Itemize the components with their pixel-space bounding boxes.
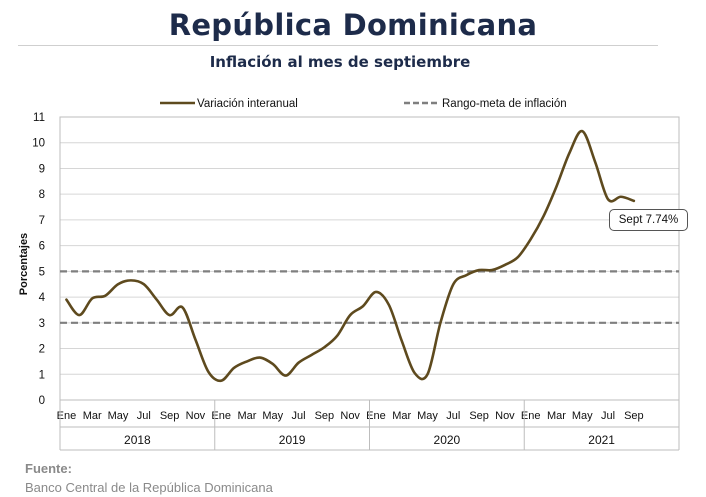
x-tick-label: Ene [521,410,541,422]
y-tick-label: 0 [39,395,45,407]
x-tick-label: Jul [446,410,460,422]
y-tick-label: 10 [32,138,45,150]
y-tick-label: 11 [33,112,45,124]
x-tick-label: Ene [211,410,231,422]
legend: Variación interanual Rango-meta de inflac… [160,98,567,110]
y-axis-label: Porcentajes [18,232,30,296]
y-tick-label: 4 [39,292,46,304]
x-tick-label: Mar [392,410,411,422]
x-axis-ticks: Ene Mar May Jul Sep Nov Ene Mar May Jul Sep Nov Ene M… [57,400,680,451]
x-tick-label: May [417,410,438,422]
inflation-series-line [65,129,636,383]
source-label: Fuente: [25,461,72,476]
x-tick-label: Jul [137,410,151,422]
x-tick-label: Sep [469,410,489,422]
x-tick-label: Jul [601,410,615,422]
x-tick-label: May [108,410,129,422]
target-range-lines [60,270,679,324]
x-tick-label: Nov [186,410,206,422]
chart-subtitle: Inflación al mes de septiembre [209,53,471,71]
x-tick-label: Sep [315,410,335,422]
legend-label: Variación interanual [197,98,298,110]
series-lines [65,129,636,383]
title-divider [18,45,658,46]
plot-frame [59,116,680,401]
x-tick-label: Mar [547,410,566,422]
y-tick-label: 2 [39,344,45,356]
year-label: 2020 [434,433,461,447]
x-tick-label: Mar [238,410,257,422]
x-tick-label: Nov [340,410,360,422]
gridlines [60,116,679,401]
y-tick-label: 6 [39,241,45,253]
y-tick-label: 8 [39,189,45,201]
y-tick-label: 1 [39,369,45,381]
x-tick-label: Sep [160,410,180,422]
year-label: 2021 [588,433,615,447]
x-tick-label: Mar [83,410,102,422]
source-text: Banco Central de la República Dominicana [25,480,273,495]
year-label: 2018 [124,433,151,447]
axes [59,116,680,401]
x-tick-label: Ene [57,410,77,422]
y-axis-ticks: 0 1 2 3 4 5 6 7 8 9 10 11 [32,112,45,407]
y-tick-label: 3 [39,318,45,330]
y-tick-label: 5 [39,266,45,278]
x-tick-label: May [572,410,593,422]
x-tick-label: May [262,410,283,422]
x-tick-label: Nov [495,410,515,422]
chart-title: República Dominicana [168,8,538,42]
x-tick-label: Ene [366,410,386,422]
last-value-callout: Sept 7.74% [609,209,688,231]
legend-label: Rango-meta de inflación [442,98,567,110]
y-tick-label: 9 [39,163,45,175]
year-label: 2019 [279,433,306,447]
x-tick-label: Jul [292,410,306,422]
x-tick-label: Sep [624,410,644,422]
y-tick-label: 7 [39,215,45,227]
